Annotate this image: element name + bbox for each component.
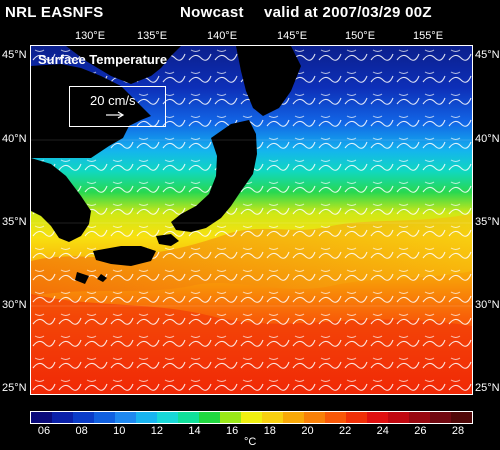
- sst-map-panel: Surface Temperature 20 cm/s: [30, 45, 473, 395]
- lat-label-left-45: 45°N: [2, 49, 27, 61]
- lon-label-130: 130°E: [74, 30, 106, 42]
- small-island-2: [97, 274, 107, 282]
- colorbar-tick-label: 20: [301, 425, 314, 437]
- colorbar-unit: °C: [244, 436, 257, 448]
- colorbar-tick-label: 28: [451, 425, 465, 437]
- colorbar-bin: [283, 412, 304, 423]
- field-title: Surface Temperature: [38, 52, 168, 67]
- colorbar-tick-label: 18: [263, 425, 276, 437]
- colorbar-tick-label: 26: [414, 425, 427, 437]
- lat-label-left-30: 30°N: [2, 299, 27, 311]
- lon-label-135: 135°E: [136, 30, 168, 42]
- colorbar-bin: [220, 412, 241, 423]
- colorbar-bin: [409, 412, 430, 423]
- colorbar-bin: [73, 412, 94, 423]
- lat-label-right-30: 30°N: [475, 299, 500, 311]
- colorbar-tick-label: 10: [113, 425, 126, 437]
- hokkaido-sakhalin: [236, 46, 301, 116]
- continent-northwest: [31, 64, 151, 158]
- lat-label-left-25: 25°N: [2, 382, 27, 394]
- kyushu: [93, 246, 156, 266]
- lat-label-right-40: 40°N: [475, 133, 500, 145]
- korean-peninsula: [31, 158, 91, 242]
- colorbar-bin: [388, 412, 409, 423]
- colorbar-bin: [367, 412, 388, 423]
- lon-label-155: 155°E: [412, 30, 444, 42]
- shikoku: [156, 234, 179, 246]
- colorbar-tick-label: 12: [150, 425, 164, 437]
- lat-label-right-25: 25°N: [475, 382, 500, 394]
- colorbar-tick-label: 22: [338, 425, 352, 437]
- colorbar-tick-label: 06: [37, 425, 51, 437]
- colorbar-bin: [346, 412, 367, 423]
- colorbar-bin: [451, 412, 472, 423]
- colorbar-bin: [136, 412, 157, 423]
- colorbar-tick-label: 24: [376, 425, 389, 437]
- vector-scale-arrow-icon: [106, 111, 125, 119]
- lon-label-150: 150°E: [344, 30, 376, 42]
- lon-label-140: 140°E: [206, 30, 238, 42]
- lat-label-right-35: 35°N: [475, 216, 500, 228]
- sst-map-graphic: [31, 46, 472, 394]
- colorbar-bin: [52, 412, 73, 423]
- vector-scale-label: 20 cm/s: [90, 93, 136, 108]
- colorbar-bin: [262, 412, 283, 423]
- run-type-label: Nowcast: [180, 4, 244, 21]
- lon-label-145: 145°E: [276, 30, 308, 42]
- lat-label-left-40: 40°N: [2, 133, 27, 145]
- vector-scale-legend: 20 cm/s: [69, 86, 166, 127]
- colorbar-bin: [430, 412, 451, 423]
- colorbar-bin: [94, 412, 115, 423]
- small-island-1: [75, 272, 89, 284]
- honshu: [171, 120, 257, 232]
- lat-label-left-35: 35°N: [2, 216, 27, 228]
- colorbar-tick-label: 14: [188, 425, 201, 437]
- colorbar-bin: [325, 412, 346, 423]
- valid-time-label: valid at 2007/03/29 00Z: [264, 4, 432, 21]
- colorbar-tick-label: 16: [226, 425, 239, 437]
- colorbar-bin: [115, 412, 136, 423]
- temperature-colorbar: [30, 411, 473, 424]
- colorbar-bin: [241, 412, 262, 423]
- lat-label-right-45: 45°N: [475, 49, 500, 61]
- northeast-asia-coast: [66, 46, 181, 84]
- colorbar-bin: [199, 412, 220, 423]
- colorbar-bin: [31, 412, 52, 423]
- colorbar-bin: [157, 412, 178, 423]
- colorbar-bin: [178, 412, 199, 423]
- colorbar-bin: [304, 412, 325, 423]
- colorbar-tick-label: 08: [75, 425, 88, 437]
- model-label: NRL EASNFS: [5, 4, 104, 21]
